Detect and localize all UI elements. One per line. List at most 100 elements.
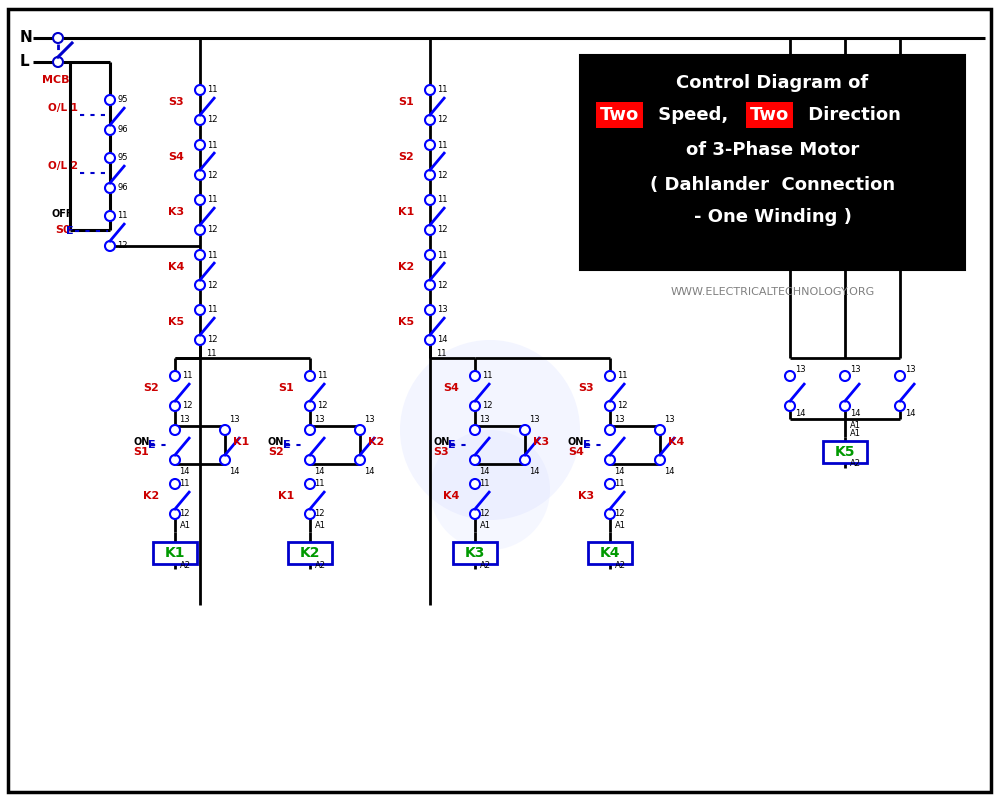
Text: 11: 11 <box>207 141 218 150</box>
Text: 11: 11 <box>206 349 216 358</box>
Text: S4: S4 <box>568 447 584 457</box>
Text: S2: S2 <box>143 383 159 393</box>
Circle shape <box>355 425 365 435</box>
Text: A2: A2 <box>850 459 861 469</box>
Text: 96: 96 <box>117 126 128 134</box>
Text: 14: 14 <box>795 409 806 418</box>
Text: K2: K2 <box>398 262 414 272</box>
Text: E: E <box>66 226 74 236</box>
Text: E: E <box>583 440 591 450</box>
Text: 14: 14 <box>529 466 540 475</box>
Text: 12: 12 <box>207 281 218 290</box>
Circle shape <box>470 371 480 381</box>
Text: 12: 12 <box>207 170 218 179</box>
Circle shape <box>305 479 315 489</box>
Text: of 3-Phase Motor: of 3-Phase Motor <box>686 141 859 159</box>
Text: 13: 13 <box>664 415 675 425</box>
Circle shape <box>400 340 580 520</box>
Text: 11: 11 <box>179 479 190 489</box>
Text: A1: A1 <box>615 522 626 530</box>
Circle shape <box>425 335 435 345</box>
Text: K5: K5 <box>398 317 414 327</box>
Circle shape <box>785 401 795 411</box>
Text: K1: K1 <box>278 491 294 501</box>
Text: 12: 12 <box>314 510 324 518</box>
Circle shape <box>355 455 365 465</box>
Text: 11: 11 <box>437 141 448 150</box>
Circle shape <box>425 305 435 315</box>
Text: 12: 12 <box>437 170 448 179</box>
Text: Two: Two <box>600 106 639 124</box>
Text: A2: A2 <box>615 561 626 570</box>
Text: E: E <box>448 440 456 450</box>
Circle shape <box>195 335 205 345</box>
FancyBboxPatch shape <box>823 441 867 463</box>
Circle shape <box>470 425 480 435</box>
Text: 14: 14 <box>314 466 324 475</box>
Text: 12: 12 <box>207 335 218 345</box>
Circle shape <box>605 479 615 489</box>
Text: 11: 11 <box>479 479 490 489</box>
Circle shape <box>195 85 205 95</box>
Circle shape <box>105 95 115 105</box>
Text: 12: 12 <box>482 402 492 410</box>
Text: ON: ON <box>433 437 449 447</box>
Text: 95: 95 <box>117 154 128 162</box>
Circle shape <box>895 371 905 381</box>
Text: 13: 13 <box>364 415 375 425</box>
Text: 12: 12 <box>437 281 448 290</box>
Circle shape <box>170 401 180 411</box>
Text: 11: 11 <box>117 211 128 221</box>
Circle shape <box>895 401 905 411</box>
Text: 11: 11 <box>617 371 628 381</box>
Text: K4: K4 <box>168 262 184 272</box>
Text: 13: 13 <box>229 415 240 425</box>
Circle shape <box>305 371 315 381</box>
Text: K5: K5 <box>835 445 855 459</box>
Text: 13: 13 <box>437 306 448 314</box>
Text: K3: K3 <box>168 207 184 217</box>
Circle shape <box>430 430 550 550</box>
Text: S3: S3 <box>578 383 594 393</box>
Circle shape <box>195 225 205 235</box>
Text: Two: Two <box>750 106 789 124</box>
Text: 14: 14 <box>905 409 916 418</box>
Text: O/L 1: O/L 1 <box>48 103 78 113</box>
Text: A1: A1 <box>180 522 191 530</box>
Circle shape <box>655 455 665 465</box>
Text: A2: A2 <box>315 561 326 570</box>
Circle shape <box>470 455 480 465</box>
Text: K3: K3 <box>465 546 485 560</box>
FancyBboxPatch shape <box>580 55 965 270</box>
Text: 12: 12 <box>617 402 628 410</box>
Text: 14: 14 <box>614 466 624 475</box>
Circle shape <box>520 425 530 435</box>
FancyBboxPatch shape <box>453 542 497 564</box>
Text: E: E <box>148 440 156 450</box>
Circle shape <box>170 509 180 519</box>
Text: ON: ON <box>568 437 584 447</box>
Circle shape <box>105 125 115 135</box>
Text: MCB: MCB <box>42 75 70 85</box>
Text: L: L <box>20 54 30 70</box>
Text: K4: K4 <box>668 437 684 447</box>
Circle shape <box>425 115 435 125</box>
Circle shape <box>170 455 180 465</box>
FancyBboxPatch shape <box>288 542 332 564</box>
Circle shape <box>105 183 115 193</box>
Text: 12: 12 <box>317 402 328 410</box>
Circle shape <box>425 280 435 290</box>
Text: S1: S1 <box>278 383 294 393</box>
Circle shape <box>605 401 615 411</box>
Text: K2: K2 <box>368 437 384 447</box>
Text: K1: K1 <box>398 207 414 217</box>
Text: 11: 11 <box>437 195 448 205</box>
Circle shape <box>105 241 115 251</box>
Text: 14: 14 <box>850 409 860 418</box>
Text: S3: S3 <box>433 447 449 457</box>
Circle shape <box>425 195 435 205</box>
Text: K2: K2 <box>143 491 159 501</box>
Text: 13: 13 <box>179 415 190 425</box>
Text: S4: S4 <box>443 383 459 393</box>
Text: S1: S1 <box>398 97 414 107</box>
